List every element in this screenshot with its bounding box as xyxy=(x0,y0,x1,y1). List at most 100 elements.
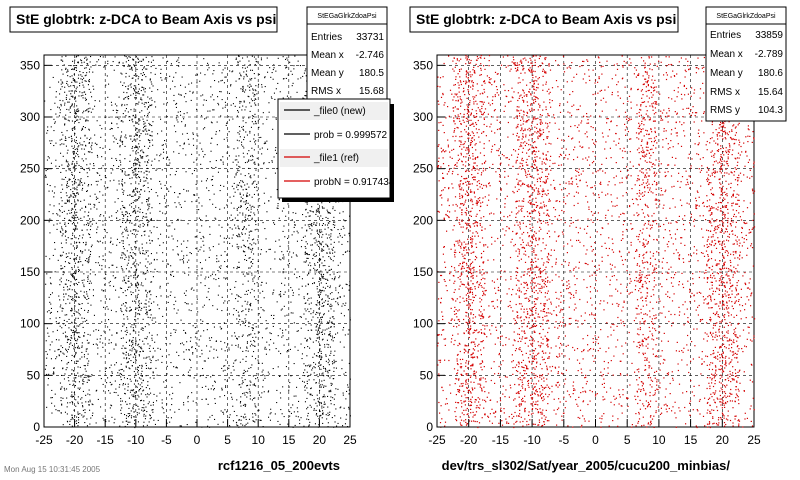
scatter-point xyxy=(341,359,343,361)
scatter-point xyxy=(174,174,176,176)
scatter-point xyxy=(287,74,289,76)
scatter-point xyxy=(249,110,251,112)
scatter-point xyxy=(274,251,276,253)
scatter-point xyxy=(69,302,71,304)
scatter-point xyxy=(293,231,295,233)
scatter-point xyxy=(237,61,239,63)
scatter-point xyxy=(138,101,140,103)
scatter-point xyxy=(245,423,247,425)
scatter-point xyxy=(281,210,283,212)
scatter-point xyxy=(294,224,296,226)
scatter-point xyxy=(134,65,136,67)
scatter-point xyxy=(254,405,256,407)
scatter-point xyxy=(109,285,111,287)
scatter-point xyxy=(136,131,138,133)
scatter-point xyxy=(145,299,147,301)
scatter-point xyxy=(145,155,147,157)
scatter-point xyxy=(123,98,125,100)
scatter-point xyxy=(317,261,319,263)
scatter-point xyxy=(282,272,284,274)
scatter-point xyxy=(160,183,162,185)
scatter-point xyxy=(73,166,75,168)
scatter-point xyxy=(241,271,243,273)
scatter-point xyxy=(163,197,165,199)
scatter-point xyxy=(137,173,139,175)
scatter-point xyxy=(137,57,139,59)
scatter-point xyxy=(248,160,250,162)
scatter-point xyxy=(81,127,83,129)
scatter-point xyxy=(146,216,148,218)
scatter-point xyxy=(131,340,133,342)
scatter-point xyxy=(286,95,288,97)
scatter-point xyxy=(234,191,236,193)
scatter-point xyxy=(137,148,139,150)
scatter-point xyxy=(150,66,152,68)
scatter-point xyxy=(129,194,131,196)
scatter-point xyxy=(126,57,128,59)
scatter-point xyxy=(323,290,325,292)
scatter-point xyxy=(290,70,292,72)
scatter-point xyxy=(241,109,243,111)
scatter-point xyxy=(137,158,139,160)
scatter-point xyxy=(71,223,73,225)
scatter-point xyxy=(84,211,86,213)
scatter-point xyxy=(83,169,85,171)
scatter-point xyxy=(74,291,76,293)
scatter-point xyxy=(226,380,228,382)
scatter-point xyxy=(70,93,72,95)
scatter-point xyxy=(197,330,199,332)
scatter-point xyxy=(146,411,148,413)
scatter-point xyxy=(178,202,180,204)
scatter-point xyxy=(184,125,186,127)
scatter-point xyxy=(72,187,74,189)
scatter-point xyxy=(321,299,323,301)
scatter-point xyxy=(166,365,168,367)
scatter-point xyxy=(80,200,82,202)
scatter-point xyxy=(140,179,142,181)
scatter-point xyxy=(71,163,73,165)
scatter-point xyxy=(317,398,319,400)
scatter-point xyxy=(249,395,251,397)
scatter-point xyxy=(238,55,240,57)
scatter-point xyxy=(53,224,55,226)
scatter-point xyxy=(73,356,75,358)
scatter-point xyxy=(167,282,169,284)
scatter-point xyxy=(69,383,71,385)
scatter-point xyxy=(337,332,339,334)
scatter-point xyxy=(319,289,321,291)
scatter-point xyxy=(134,427,136,429)
scatter-point xyxy=(264,346,266,348)
scatter-point xyxy=(220,184,222,186)
scatter-point xyxy=(133,329,135,331)
scatter-point xyxy=(308,297,310,299)
scatter-point xyxy=(313,366,315,368)
scatter-point xyxy=(124,258,126,260)
scatter-point xyxy=(237,300,239,302)
scatter-point xyxy=(333,398,335,400)
scatter-point xyxy=(100,406,102,408)
scatter-point xyxy=(67,163,69,165)
scatter-point xyxy=(154,423,156,425)
scatter-point xyxy=(136,159,138,161)
scatter-point xyxy=(50,142,52,144)
scatter-point xyxy=(256,373,258,375)
scatter-point xyxy=(244,394,246,396)
scatter-point xyxy=(216,261,218,263)
scatter-point xyxy=(250,340,252,342)
scatter-point xyxy=(239,192,241,194)
scatter-point xyxy=(71,274,73,276)
scatter-point xyxy=(68,318,70,320)
scatter-point xyxy=(221,348,223,350)
scatter-point xyxy=(322,256,324,258)
scatter-point xyxy=(60,304,62,306)
scatter-point xyxy=(211,337,213,339)
scatter-point xyxy=(142,185,144,187)
scatter-point xyxy=(120,400,122,402)
scatter-point xyxy=(241,311,243,313)
scatter-point xyxy=(242,372,244,374)
scatter-point xyxy=(47,156,49,158)
scatter-point xyxy=(114,364,116,366)
scatter-point xyxy=(87,185,89,187)
scatter-point xyxy=(90,269,92,271)
scatter-point xyxy=(129,306,131,308)
